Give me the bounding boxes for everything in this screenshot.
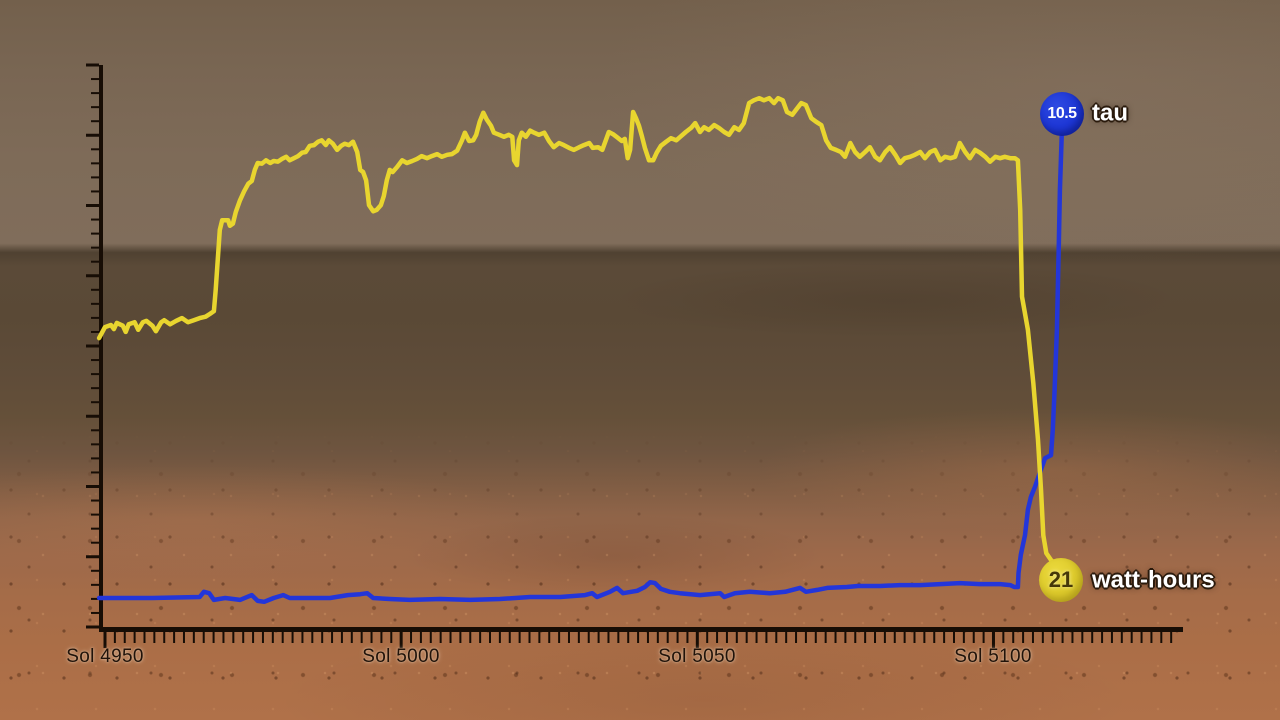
x-axis-line — [99, 627, 1183, 632]
tau-unit-label: tau — [1092, 99, 1128, 127]
x-axis-label: Sol 4950 — [66, 646, 144, 667]
y-axis-line — [99, 65, 103, 632]
watt-hours-value: 21 — [1048, 567, 1074, 592]
watt-hours-value-bubble: 21 — [1039, 558, 1083, 602]
watt-hours-line — [96, 95, 1065, 583]
tau-line — [96, 111, 1064, 605]
x-axis-label: Sol 5100 — [954, 646, 1032, 667]
tau-value-bubble: 10.5 — [1040, 92, 1084, 136]
x-axis-label: Sol 5050 — [658, 646, 736, 667]
tau-value: 10.5 — [1047, 105, 1077, 122]
watt-hours-unit-label: watt-hours — [1092, 566, 1215, 594]
x-axis-label: Sol 5000 — [362, 646, 440, 667]
